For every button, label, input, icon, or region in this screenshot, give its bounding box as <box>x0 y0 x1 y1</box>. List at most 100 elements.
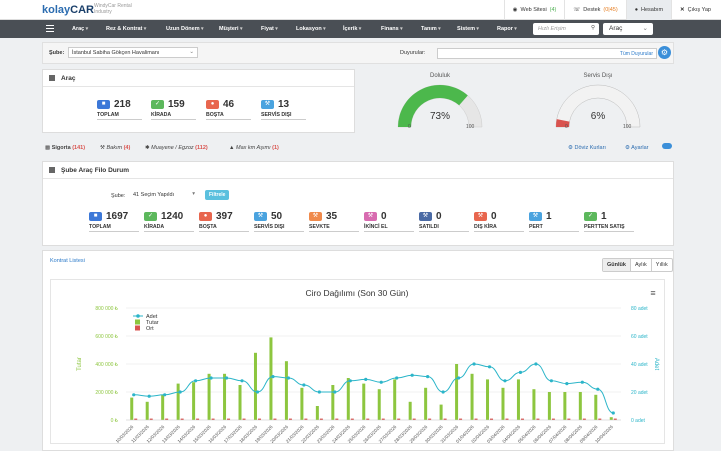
tutar-bar <box>424 387 428 420</box>
stat-kirada[interactable]: ✓ 159 KİRADA <box>151 99 196 120</box>
filo-stat-i̇ki̇nci̇-el[interactable]: ⚒ 0 İKİNCİ EL <box>364 211 414 232</box>
nav-item-sistem[interactable]: Sistem <box>457 20 479 38</box>
adet-point <box>441 390 445 394</box>
car-icon: ■ <box>97 100 110 109</box>
alert-sigorta[interactable]: ▩ Sigorta (141) <box>45 145 85 151</box>
filo-stat-sevkte[interactable]: ⚒ 35 SEVKTE <box>309 211 359 232</box>
cikis-yap-link[interactable]: ✕ Çıkış Yap <box>671 0 721 20</box>
globe-icon: ◉ <box>512 7 518 13</box>
y2-tick-label: 80 adet <box>631 306 648 312</box>
kontrat-panel: Kontrat Listesi Günlük Aylık Yıllık Ciro… <box>42 250 674 451</box>
y2-tick-label: 0 adet <box>631 418 646 424</box>
servis-disi-min: 0 <box>565 124 568 130</box>
stat-toplam[interactable]: ■ 218 TOPLAM <box>97 99 142 120</box>
nav-item-lokasyon[interactable]: Lokasyon <box>296 20 326 38</box>
filo-stat-toplam[interactable]: ■ 1697 TOPLAM <box>89 211 139 232</box>
sube-select[interactable]: İstanbul Sabiha Gökçen Havalimanı ⌄ <box>68 47 198 58</box>
filtrele-button[interactable]: Filtrele <box>205 190 230 200</box>
doluluk-max: 100 <box>466 124 475 130</box>
ayarlar-link[interactable]: ⚙ Ayarlar <box>625 145 649 151</box>
tum-duyurular-link[interactable]: Tüm Duyurular <box>619 51 653 57</box>
tab-gunluk[interactable]: Günlük <box>603 259 631 271</box>
search-icon[interactable]: ⚲ <box>590 25 595 31</box>
alert-max-km[interactable]: ▲ Max km Aşımı (1) <box>229 145 279 151</box>
doviz-kurlari-link[interactable]: ⚙ Döviz Kurları <box>568 145 606 151</box>
kontrat-listesi-link[interactable]: Kontrat Listesi <box>50 258 85 264</box>
filo-stat-pertten-satiş[interactable]: ✓ 1 PERTTEN SATIŞ <box>584 211 634 232</box>
sale-icon: ✓ <box>584 212 597 221</box>
top-bar: kolayCAR WindyCar Rental Industry ◉ Web Si… <box>0 0 721 20</box>
nav-item-icerik[interactable]: İçerik <box>343 20 361 38</box>
stat-bosta[interactable]: ● 46 BOŞTA <box>206 99 251 120</box>
ort-bar <box>288 418 292 420</box>
duyurular-label: Duyurular: <box>400 50 426 56</box>
wrench-icon: ⚒ <box>100 145 105 151</box>
tab-aylik[interactable]: Aylık <box>631 259 652 271</box>
gear-icon: ⚙ <box>625 145 630 151</box>
stat-label: DIŞ KİRA <box>474 224 497 230</box>
stat-value: 218 <box>114 99 131 110</box>
filo-stat-boşta[interactable]: ● 397 BOŞTA <box>199 211 249 232</box>
filo-sube-select[interactable]: 41 Seçim Yapıldı ▾ <box>130 190 198 201</box>
stat-label: SERVİS DIŞI <box>261 112 292 118</box>
stat-label: BOŞTA <box>206 112 224 118</box>
filo-stat-diş-ki̇ra[interactable]: ⚒ 0 DIŞ KİRA <box>474 211 524 232</box>
settings-gear-button[interactable]: ⚙ <box>658 46 671 59</box>
filo-stat-pert[interactable]: ⚒ 1 PERT <box>529 211 579 232</box>
nav-item-uzun-donem[interactable]: Uzun Dönem <box>166 20 204 38</box>
pin-icon: ● <box>199 212 212 221</box>
stat-label: SERVİS DIŞI <box>254 224 285 230</box>
gear-icon: ⚙ <box>660 48 669 57</box>
nav-item-tanim[interactable]: Tanım <box>421 20 441 38</box>
alert-muayene[interactable]: ✱ Muayene / Egzoz (112) <box>145 145 208 151</box>
stat-label: SATILDI <box>419 224 439 230</box>
chart-menu-icon[interactable]: ≡ <box>650 288 655 298</box>
support-icon: ☏ <box>573 7 581 13</box>
logo[interactable]: kolayCAR <box>42 4 94 16</box>
servis-disi-title: Servis Dışı <box>583 73 613 79</box>
filo-stat-satildi[interactable]: ⚒ 0 SATILDI <box>419 211 469 232</box>
stat-divider <box>254 231 304 232</box>
stat-divider <box>584 231 634 232</box>
alert-bakim[interactable]: ⚒ Bakım (4) <box>100 145 130 151</box>
adet-point <box>503 379 507 383</box>
nav-item-rez-kontrat[interactable]: Rez & Kontrat <box>106 20 146 38</box>
search-input[interactable]: Hızlı Erişim ⚲ <box>533 23 599 35</box>
stat-value: 0 <box>381 211 387 222</box>
tutar-bar <box>315 406 319 420</box>
ort-bar <box>551 418 555 420</box>
hesabim-link[interactable]: ● Hesabım <box>625 0 672 20</box>
destek-link[interactable]: ☏ Destek (0|45) <box>564 0 625 20</box>
stat-label: TOPLAM <box>97 112 119 118</box>
nav-item-finans[interactable]: Finans <box>381 20 403 38</box>
period-tabs: Günlük Aylık Yıllık <box>602 258 673 272</box>
duyurular-field[interactable]: Tüm Duyurular <box>437 48 657 59</box>
tab-yillik[interactable]: Yıllık <box>655 262 668 268</box>
stat-value: 1240 <box>161 211 184 222</box>
chart-title: Ciro Dağılımı (Son 30 Gün) <box>306 288 409 298</box>
filo-stat-servi̇s-dişi[interactable]: ⚒ 50 SERVİS DIŞI <box>254 211 304 232</box>
adet-point <box>395 376 399 380</box>
filo-stat-ki̇rada[interactable]: ✓ 1240 KİRADA <box>144 211 194 232</box>
road-icon: ▲ <box>229 145 235 151</box>
tutar-bar <box>486 379 490 420</box>
module-select[interactable]: Araç ⌄ <box>603 23 653 35</box>
web-sitesi-link[interactable]: ◉ Web Sitesi (4) <box>503 0 565 20</box>
menu-icon[interactable] <box>46 25 54 32</box>
nav-item-musteri[interactable]: Müşteri <box>219 20 242 38</box>
adet-point <box>487 365 492 369</box>
nav-item-fiyat[interactable]: Fiyat <box>261 20 278 38</box>
y2-tick-label: 20 adet <box>631 390 648 396</box>
adet-point <box>596 387 600 391</box>
stat-divider <box>199 231 249 232</box>
legend-swatch <box>135 325 140 331</box>
settings-toggle[interactable] <box>662 143 672 149</box>
stat-servis-disi[interactable]: ⚒ 13 SERVİS DIŞI <box>261 99 306 120</box>
doluluk-min: 0 <box>408 124 411 130</box>
panel-icon <box>49 167 55 173</box>
adet-line <box>133 363 614 414</box>
nav-item-arac[interactable]: Araç <box>72 20 88 38</box>
adet-point <box>534 362 538 366</box>
nav-item-rapor[interactable]: Rapor <box>497 20 517 38</box>
alert-label: Bakım <box>106 145 123 151</box>
